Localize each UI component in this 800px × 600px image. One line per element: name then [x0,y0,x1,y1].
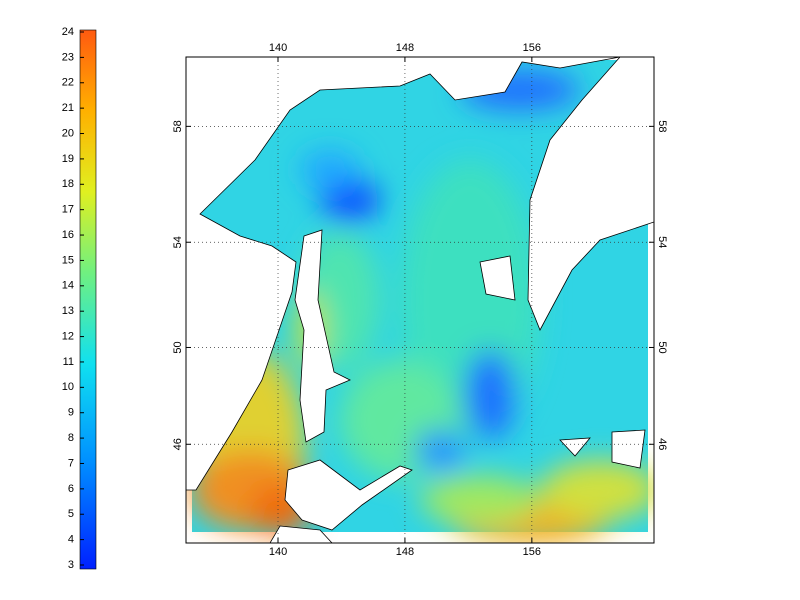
colorbar-tick-label: 17 [62,204,74,216]
colorbar [79,29,97,570]
lat-label-left: 46 [172,438,184,450]
colorbar-tick-label: 15 [62,254,74,266]
colorbar-tick-label: 6 [68,483,74,495]
lon-label-top: 140 [269,42,287,54]
colorbar-tick-label: 12 [62,330,74,342]
map-ticks: 140 140 148 148 156 156 46 46 50 50 54 54 58 58 [172,42,668,558]
sst-field [186,57,654,543]
lat-label-right: 50 [656,341,668,353]
colorbar-tick-label: 9 [68,407,74,419]
colorbar-tick-label: 11 [63,356,74,368]
lon-label-bottom: 140 [269,546,287,558]
lat-label-left: 50 [172,341,184,353]
lat-label-right: 46 [656,438,668,450]
colorbar-tick-label: 14 [62,280,74,292]
colorbar-tick-label: 16 [62,229,74,241]
colorbar-tick-label: 13 [62,305,74,317]
colorbar-ticks: 3 4 5 6 7 8 9 10 11 12 13 14 15 16 17 18 19 20 21 22 23 24 [62,26,84,571]
lat-label-right: 58 [656,120,668,132]
lon-label-top: 148 [396,42,414,54]
colorbar-tick-label: 18 [62,178,74,190]
colorbar-tick-label: 3 [68,559,74,571]
colorbar-tick-label: 22 [62,77,74,89]
lat-label-left: 54 [172,236,184,248]
colorbar-tick-label: 24 [62,26,74,38]
colorbar-tick-label: 20 [62,127,74,139]
colorbar-tick-label: 10 [62,381,74,393]
map-grid [186,57,654,543]
lat-label-right: 54 [656,236,668,248]
colorbar-tick-label: 7 [68,457,74,469]
colorbar-tick-label: 21 [62,102,74,114]
colorbar-tick-label: 23 [62,51,74,63]
lon-label-top: 156 [523,42,541,54]
lon-label-bottom: 148 [396,546,414,558]
colorbar-tick-label: 19 [62,153,74,165]
lon-label-bottom: 156 [523,546,541,558]
colorbar-tick-label: 5 [68,508,74,520]
lat-label-left: 58 [172,120,184,132]
colorbar-tick-label: 8 [68,432,74,444]
map-frame [185,56,655,544]
land [186,57,654,543]
colorbar-tick-label: 4 [68,534,74,546]
